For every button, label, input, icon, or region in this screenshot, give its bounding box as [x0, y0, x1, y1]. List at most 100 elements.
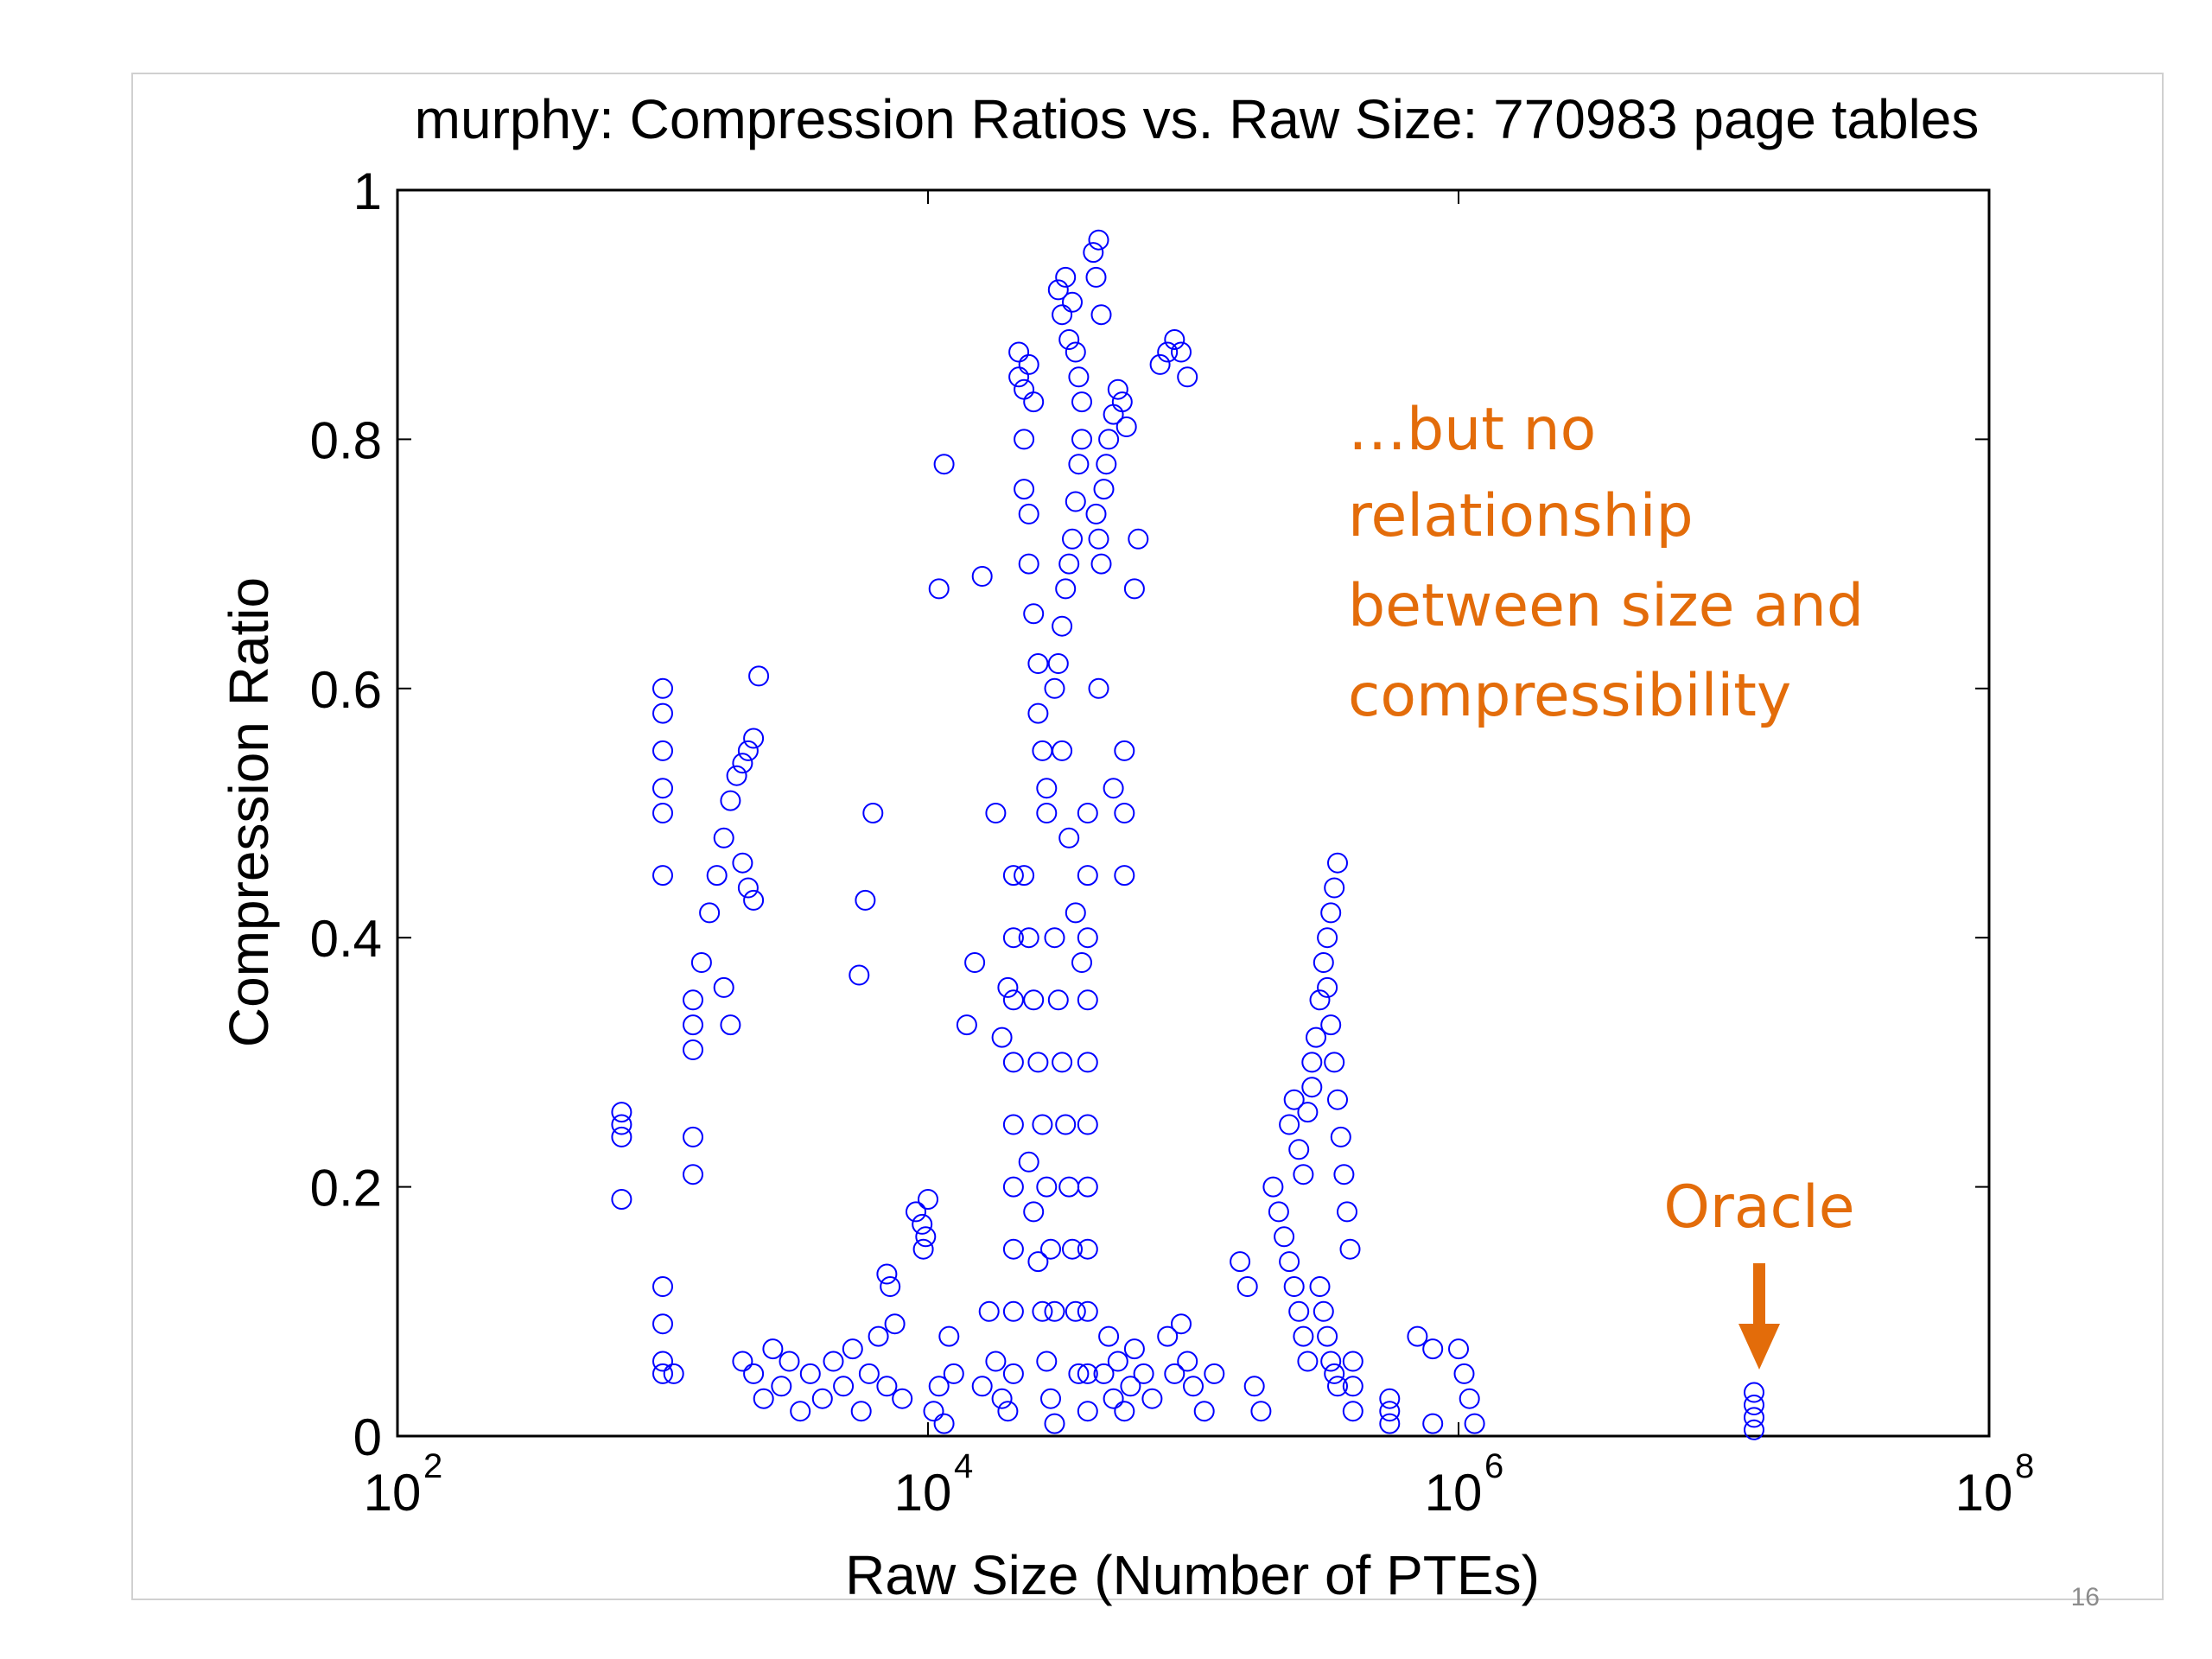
data-point: [1324, 877, 1345, 899]
data-point: [1337, 1201, 1357, 1223]
data-point: [1062, 291, 1083, 313]
data-point: [997, 976, 1019, 998]
data-point: [1342, 1351, 1363, 1372]
oracle-arrow: [1738, 1263, 1780, 1370]
data-point: [1744, 1419, 1764, 1440]
data-point: [1002, 1176, 1024, 1198]
data-point: [1036, 1176, 1058, 1198]
data-point: [732, 753, 753, 774]
data-point: [912, 1213, 933, 1235]
data-point: [1327, 1376, 1348, 1397]
slide-frame: [131, 73, 2164, 1600]
data-point: [1379, 1388, 1401, 1409]
y-tick-label: 1: [353, 162, 382, 220]
data-point: [732, 1351, 753, 1372]
data-point: [833, 1376, 855, 1397]
slide-number: 16: [2070, 1583, 2100, 1611]
data-point: [1068, 366, 1090, 388]
data-point: [892, 1388, 913, 1409]
data-point: [1085, 503, 1107, 524]
data-point: [1058, 553, 1080, 575]
data-point: [1293, 1325, 1314, 1347]
data-point: [1058, 827, 1080, 849]
data-point: [652, 778, 673, 799]
data-point: [1014, 479, 1035, 500]
data-point: [1044, 1300, 1065, 1322]
data-point: [1088, 677, 1109, 699]
data-point: [1230, 1251, 1251, 1273]
data-point: [1040, 1238, 1061, 1260]
annotation-oracle: Oracle: [1663, 1173, 1854, 1242]
data-point: [1014, 865, 1035, 887]
data-point: [938, 1325, 960, 1347]
data-point: [1040, 1388, 1061, 1409]
data-point: [985, 1351, 1007, 1372]
data-point: [720, 1014, 741, 1036]
data-point: [1068, 1363, 1090, 1384]
data-point: [699, 902, 721, 924]
data-point: [1114, 1401, 1135, 1422]
data-point: [1464, 1413, 1485, 1434]
annotation-relationship: …but no relationship between size and co…: [1348, 396, 1864, 730]
data-point: [1422, 1338, 1444, 1360]
data-point: [1297, 1102, 1319, 1123]
data-point: [1093, 479, 1115, 500]
data-point: [1279, 1114, 1300, 1135]
data-point: [1058, 329, 1080, 350]
data-point: [906, 1201, 926, 1223]
y-tick-label: 0.6: [310, 661, 382, 719]
data-point: [1320, 1351, 1342, 1372]
data-point: [1008, 366, 1030, 388]
data-point: [1077, 865, 1098, 887]
y-tick-label: 0: [353, 1408, 382, 1466]
data-point: [652, 702, 673, 724]
data-point: [1116, 416, 1137, 437]
data-point: [1379, 1401, 1401, 1422]
data-point: [1333, 1164, 1355, 1185]
data-point: [1330, 1126, 1351, 1147]
data-point: [1018, 1151, 1039, 1173]
x-tick-exponent: 8: [2015, 1447, 2034, 1485]
data-point: [1077, 927, 1098, 949]
data-point: [1114, 865, 1135, 887]
data-point: [1171, 1313, 1192, 1335]
annotation-line: …but no: [1348, 396, 1596, 464]
data-point: [1027, 702, 1049, 724]
data-points: [611, 229, 1764, 1440]
data-point: [971, 1376, 993, 1397]
data-point: [1407, 1325, 1428, 1347]
data-point: [1123, 578, 1145, 600]
data-point: [1018, 927, 1039, 949]
data-point: [1157, 1325, 1179, 1347]
data-point: [1002, 1363, 1024, 1384]
data-point: [850, 1401, 872, 1422]
data-point: [1453, 1363, 1475, 1384]
data-point: [923, 1401, 944, 1422]
data-point: [1283, 1089, 1305, 1110]
data-point: [1096, 454, 1117, 475]
data-point: [737, 877, 759, 899]
data-point: [1448, 1338, 1469, 1360]
data-point: [1002, 927, 1024, 949]
data-point: [928, 578, 950, 600]
data-point: [1342, 1401, 1363, 1422]
data-point: [811, 1388, 833, 1409]
data-point: [743, 1363, 765, 1384]
data-point: [611, 1114, 632, 1135]
y-tick-label: 0.8: [310, 411, 382, 469]
data-point: [855, 889, 876, 911]
data-point: [1023, 989, 1045, 1011]
data-point: [1164, 329, 1185, 350]
data-point: [720, 790, 741, 811]
data-point: [1120, 1376, 1141, 1397]
data-point: [1183, 1376, 1204, 1397]
data-point: [1023, 391, 1045, 413]
data-point: [706, 865, 728, 887]
data-point: [1114, 740, 1135, 761]
data-point: [1327, 852, 1348, 874]
data-point: [1018, 553, 1039, 575]
data-point: [737, 740, 759, 761]
x-tick-label: 10: [1955, 1464, 2013, 1522]
data-point: [1027, 1052, 1049, 1073]
data-point: [1071, 952, 1092, 973]
